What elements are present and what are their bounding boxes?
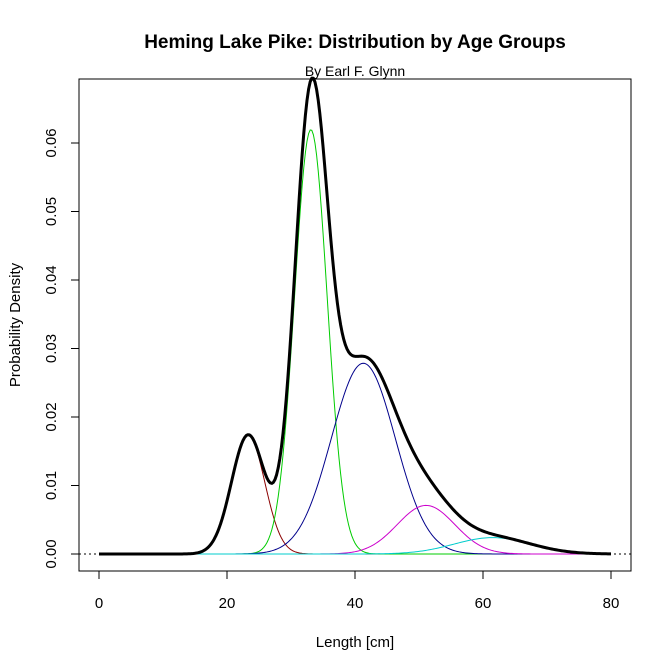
y-tick-label: 0.00 <box>43 539 60 568</box>
y-tick-label: 0.02 <box>43 402 60 431</box>
total-density-curve <box>99 76 612 556</box>
x-tick-label: 40 <box>347 595 364 612</box>
y-tick-label: 0.06 <box>43 128 60 157</box>
y-tick-label: 0.05 <box>43 197 60 226</box>
chart-title: Heming Lake Pike: Distribution by Age Gr… <box>144 32 566 53</box>
x-tick-label: 60 <box>475 595 492 612</box>
x-axis: 0 20 40 60 80 <box>95 571 620 612</box>
density-curves <box>99 76 612 556</box>
y-axis: 0.00 0.01 0.02 0.03 0.04 0.05 0.06 <box>43 128 79 569</box>
y-axis-label: Probability Density <box>7 262 24 387</box>
chart-subtitle: By Earl F. Glynn <box>305 63 405 79</box>
x-axis-label: Length [cm] <box>316 634 394 651</box>
y-tick-label: 0.03 <box>43 334 60 363</box>
x-tick-label: 0 <box>95 595 103 612</box>
y-tick-label: 0.04 <box>43 265 60 294</box>
y-tick-label: 0.01 <box>43 471 60 500</box>
x-tick-label: 80 <box>603 595 620 612</box>
x-tick-label: 20 <box>219 595 236 612</box>
